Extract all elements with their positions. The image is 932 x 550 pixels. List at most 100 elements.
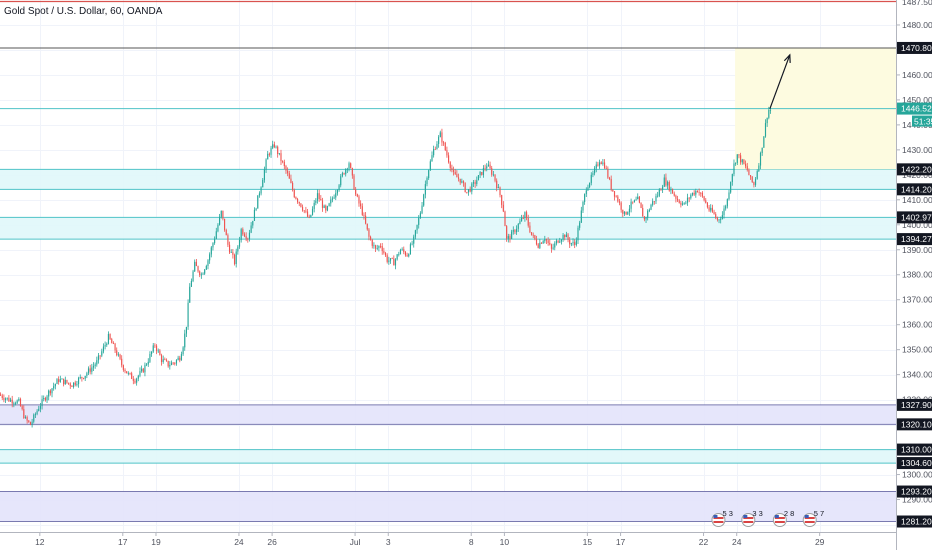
candle-body xyxy=(391,258,393,260)
candlesticks xyxy=(0,106,772,428)
event-flag-icon[interactable]: 5 7 xyxy=(802,509,824,527)
price-tick-label: 1340.000 xyxy=(902,370,932,380)
candle-body xyxy=(48,390,50,397)
candle-body xyxy=(217,224,219,232)
candle-body xyxy=(320,198,322,201)
candle-body xyxy=(753,182,755,185)
candle-body xyxy=(587,187,589,191)
candle-body xyxy=(642,207,644,217)
price-tick-label: 1360.000 xyxy=(902,320,932,330)
candle-body xyxy=(446,150,448,156)
level-label-box xyxy=(897,211,932,224)
candle-body xyxy=(408,254,410,257)
candle-body xyxy=(71,385,73,387)
candle-body xyxy=(668,182,670,191)
time-axis[interactable]: 12 17 19 24 26 Jul 3 8 10 15 17 22 24 29 xyxy=(0,532,896,550)
candle-body xyxy=(144,364,146,373)
candle-body xyxy=(308,216,310,218)
candle-body xyxy=(693,192,695,195)
candle-body xyxy=(419,213,421,219)
candle-body xyxy=(26,417,28,421)
candle-body xyxy=(486,166,488,169)
candle-body xyxy=(197,266,199,272)
candle-body xyxy=(723,208,725,216)
flag-canton xyxy=(743,515,748,518)
candle-body xyxy=(174,363,176,364)
candle-body xyxy=(696,190,699,193)
candle-body xyxy=(77,378,80,385)
candle-body xyxy=(282,161,284,162)
candle-body xyxy=(555,240,558,244)
candle-body xyxy=(564,234,566,238)
candle-body xyxy=(106,343,108,346)
candle-body xyxy=(433,149,435,156)
candle-body xyxy=(517,223,519,229)
candle-body xyxy=(703,196,705,201)
candle-body xyxy=(283,161,285,167)
candle-body xyxy=(353,175,355,190)
candle-body xyxy=(81,376,83,379)
price-axis[interactable]: 1280.0001290.0001300.0001310.0001320.000… xyxy=(896,0,932,550)
candle-body xyxy=(132,378,134,381)
price-tick-label: 1350.000 xyxy=(902,345,932,355)
candle-body xyxy=(157,350,159,352)
candle-body xyxy=(738,154,740,156)
event-flag-icon[interactable]: 2 8 xyxy=(772,509,794,527)
candle-body xyxy=(139,371,141,376)
candle-body xyxy=(287,170,289,174)
candle-body xyxy=(756,171,758,179)
candle-body xyxy=(267,153,269,160)
candle-body xyxy=(169,365,171,367)
candle-body xyxy=(716,217,718,220)
candle-body xyxy=(557,240,559,243)
candle-body xyxy=(585,190,587,195)
candle-body xyxy=(288,173,290,179)
candle-body xyxy=(336,190,338,194)
candle-body xyxy=(285,166,287,171)
candle-body xyxy=(608,177,611,180)
candle-body xyxy=(107,333,110,344)
candle-body xyxy=(650,204,652,210)
candle-body xyxy=(94,364,96,366)
candle-body xyxy=(16,400,18,404)
candle-body xyxy=(521,218,523,222)
price-tick-label: 1480.000 xyxy=(902,20,932,30)
level-label-box xyxy=(897,443,932,456)
candle-body xyxy=(516,228,518,233)
flag-stripe xyxy=(743,521,754,523)
candle-body xyxy=(522,218,524,219)
candle-body xyxy=(577,227,579,241)
candle-body xyxy=(726,199,728,207)
candle-body xyxy=(399,249,402,255)
candle-body xyxy=(44,398,46,401)
candle-body xyxy=(570,243,572,245)
candle-body xyxy=(76,384,78,385)
candle-body xyxy=(456,174,458,178)
time-tick-label: 15 xyxy=(583,537,593,547)
candle-body xyxy=(759,152,762,166)
candle-body xyxy=(467,189,470,193)
candle-body xyxy=(628,208,631,213)
event-flag-icon[interactable]: 5 3 xyxy=(711,509,733,527)
candle-body xyxy=(36,410,38,415)
candle-body xyxy=(222,210,224,219)
candle-body xyxy=(252,220,254,226)
candle-body xyxy=(746,166,748,170)
candle-body xyxy=(338,185,340,191)
candle-body xyxy=(257,195,259,209)
candle-body xyxy=(569,239,571,245)
candle-body xyxy=(547,240,549,243)
candle-body xyxy=(350,163,352,169)
candle-body xyxy=(676,198,679,201)
time-tick-label: 24 xyxy=(732,537,742,547)
candle-body xyxy=(532,234,534,236)
candle-body xyxy=(670,188,672,191)
candle-body xyxy=(278,153,280,154)
candle-body xyxy=(165,359,168,361)
candle-body xyxy=(502,204,504,212)
event-flag-icon[interactable]: 3 3 xyxy=(741,509,763,527)
candle-body xyxy=(466,191,468,193)
candle-body xyxy=(228,244,231,253)
candle-body xyxy=(426,178,428,185)
